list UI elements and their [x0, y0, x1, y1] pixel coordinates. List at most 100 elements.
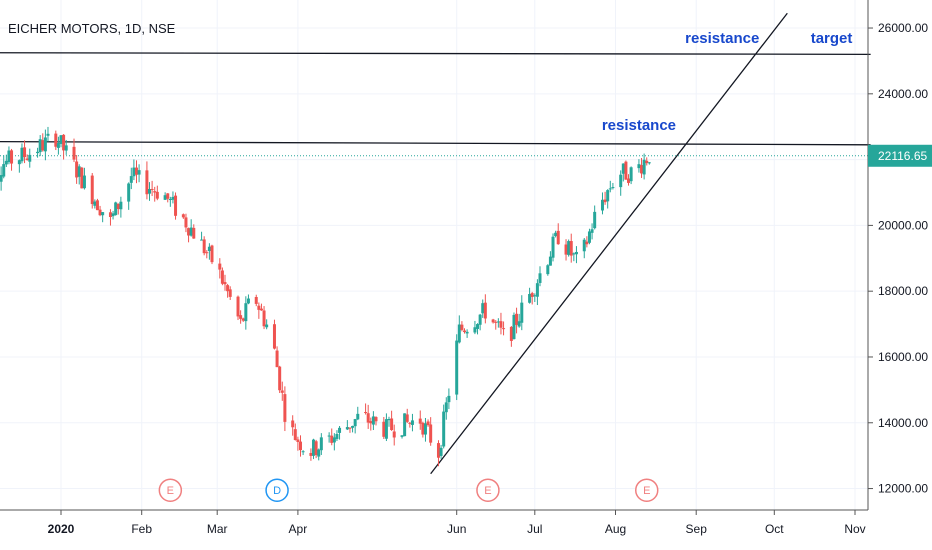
candle	[572, 252, 576, 262]
candle	[444, 397, 448, 420]
candle	[56, 136, 60, 155]
candle	[36, 147, 40, 158]
candle	[528, 287, 532, 304]
candle	[168, 196, 172, 207]
candle	[327, 432, 331, 443]
candle	[439, 444, 443, 459]
chart-title: EICHER MOTORS, 1D, NSE	[8, 21, 176, 36]
earnings-marker[interactable]: E	[158, 478, 183, 502]
candle	[436, 440, 440, 467]
candle	[207, 243, 211, 260]
x-tick-label: Oct	[765, 522, 784, 536]
candle	[483, 294, 487, 324]
candle	[405, 408, 409, 423]
candle	[600, 192, 604, 215]
candle	[447, 388, 451, 410]
axes: 12000.00 14000.00 16000.00 18000.00 20000.00…	[0, 0, 932, 536]
candle	[465, 329, 469, 338]
event-letter: E	[643, 485, 650, 497]
candle	[259, 303, 263, 311]
dividend-marker[interactable]: D	[265, 478, 289, 502]
candle	[426, 419, 430, 427]
candle	[41, 133, 45, 152]
annotation-label: target	[811, 30, 853, 47]
candle	[491, 318, 495, 324]
candle	[95, 198, 99, 211]
candle	[569, 233, 573, 263]
y-tick-label: 18000.00	[878, 284, 928, 298]
candle	[241, 317, 245, 322]
candle	[512, 312, 516, 340]
candle	[455, 334, 459, 401]
candle	[502, 321, 506, 336]
y-tick-label: 12000.00	[878, 482, 928, 496]
candle	[145, 161, 149, 200]
candle	[72, 138, 76, 163]
earnings-marker[interactable]: E	[476, 478, 500, 502]
y-tick-label: 24000.00	[878, 87, 928, 101]
candle	[590, 223, 594, 240]
candle	[166, 193, 170, 203]
candle	[499, 312, 503, 335]
candle	[114, 201, 118, 216]
candle	[627, 174, 631, 186]
candle	[533, 293, 537, 302]
event-letter: E	[484, 485, 491, 497]
candle	[137, 164, 141, 183]
candle	[418, 410, 422, 430]
x-tick-label: Feb	[131, 522, 152, 536]
candle	[205, 250, 209, 259]
candle	[244, 296, 248, 330]
candle	[457, 315, 461, 344]
candle	[59, 135, 63, 148]
candle	[619, 170, 623, 196]
candle	[403, 413, 407, 437]
candle	[509, 326, 513, 347]
candle	[400, 435, 404, 439]
x-tick-label: Apr	[289, 522, 308, 536]
candle	[129, 167, 133, 190]
candle	[611, 182, 615, 190]
candle	[473, 320, 477, 335]
candle	[647, 162, 651, 165]
candle	[429, 417, 433, 446]
resistance-line	[0, 52, 871, 55]
candle	[80, 166, 84, 189]
candle	[2, 155, 6, 179]
candle	[353, 418, 357, 434]
candle	[423, 417, 427, 442]
candle	[314, 439, 318, 459]
candle	[0, 166, 3, 191]
candle	[226, 283, 230, 298]
candle	[421, 421, 425, 438]
candle	[637, 159, 641, 173]
candle	[93, 199, 97, 209]
candle	[43, 129, 47, 161]
candle	[77, 164, 81, 185]
trendline	[430, 12, 788, 475]
candle	[150, 180, 154, 197]
candle	[371, 411, 375, 431]
candle	[410, 413, 414, 432]
annotations: resistance resistance target	[602, 30, 853, 134]
candle	[640, 157, 644, 178]
earnings-marker[interactable]: E	[634, 478, 659, 502]
candle	[101, 212, 105, 223]
candle	[366, 404, 370, 429]
candle	[564, 239, 568, 261]
candle	[272, 319, 276, 350]
candle	[171, 191, 175, 204]
candle	[236, 295, 240, 321]
last-price-badge: 22116.65	[868, 144, 932, 167]
event-letter: D	[273, 485, 281, 497]
x-tick-label: 2020	[48, 522, 75, 536]
candle	[556, 223, 560, 245]
candle	[608, 180, 612, 193]
candle	[369, 417, 373, 431]
candle	[478, 313, 482, 331]
candle	[301, 450, 305, 456]
candle	[275, 346, 279, 368]
candle	[460, 321, 464, 332]
